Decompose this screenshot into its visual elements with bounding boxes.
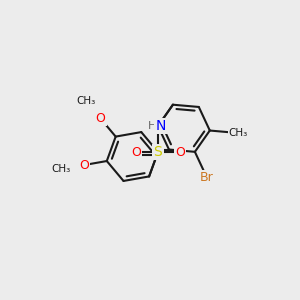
Text: O: O [175, 146, 185, 158]
Text: Br: Br [200, 171, 214, 184]
Text: O: O [96, 112, 106, 125]
Text: O: O [131, 146, 141, 158]
Text: O: O [79, 159, 89, 172]
Text: CH₃: CH₃ [76, 96, 95, 106]
Text: CH₃: CH₃ [51, 164, 70, 174]
Text: CH₃: CH₃ [229, 128, 248, 138]
Text: N: N [156, 119, 166, 133]
Text: H: H [148, 121, 156, 131]
Text: S: S [154, 145, 162, 159]
